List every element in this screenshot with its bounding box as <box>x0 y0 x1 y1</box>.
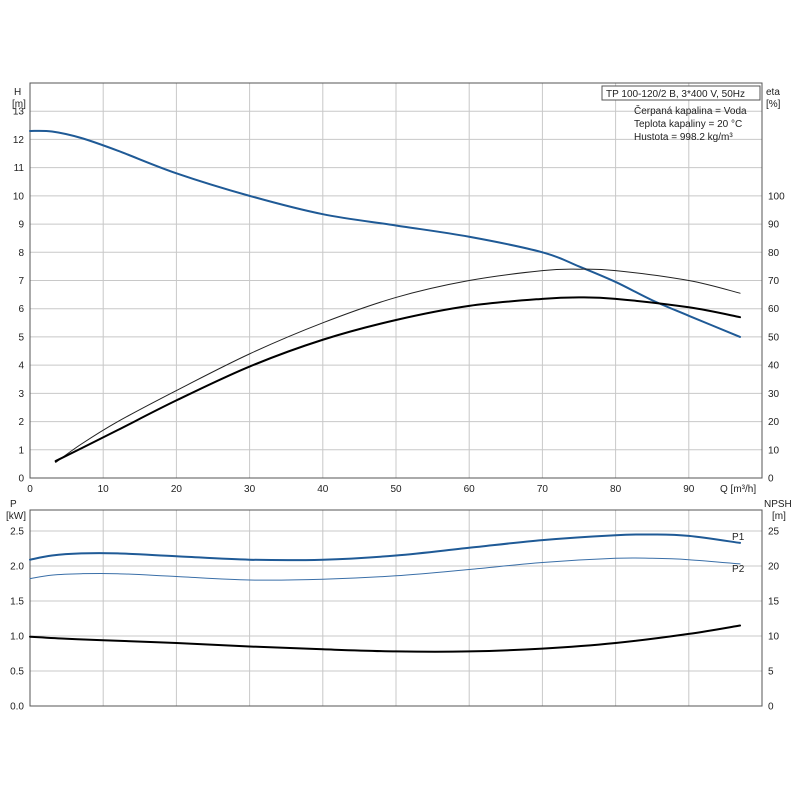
top-plot-frame <box>29 82 763 479</box>
bottom-series-line-1 <box>29 557 741 581</box>
series-label-p2: P2 <box>732 564 745 575</box>
x-tick-label: 10 <box>98 484 110 495</box>
bottom-series-line-2 <box>29 624 742 653</box>
top-left-tick-label: 0 <box>18 474 24 485</box>
bottom-right-tick-label: 15 <box>768 597 780 608</box>
bottom-right-tick-label: 10 <box>768 632 780 643</box>
top-right-tick-label: 10 <box>768 445 780 456</box>
top-right-tick-label: 20 <box>768 417 780 428</box>
x-tick-label: 50 <box>390 484 402 495</box>
top-left-tick-label: 7 <box>18 276 24 287</box>
bottom-left-tick-label: 1.5 <box>10 597 24 608</box>
top-left-tick-label: 5 <box>18 332 24 343</box>
npsh-axis-name: NPSH <box>764 499 792 510</box>
top-right-tick-label: 90 <box>768 220 780 231</box>
bottom-plot-frame <box>29 509 763 707</box>
top-right-tick-label: 50 <box>768 332 780 343</box>
eta-axis-unit: [%] <box>766 99 781 110</box>
top-left-tick-label: 4 <box>18 361 24 372</box>
x-tick-label: 20 <box>171 484 183 495</box>
bottom-right-tick-label: 20 <box>768 562 780 573</box>
top-right-tick-label: 40 <box>768 361 780 372</box>
bottom-left-tick-label: 2.0 <box>10 562 24 573</box>
bottom-right-tick-label: 5 <box>768 667 774 678</box>
top-left-tick-label: 10 <box>13 191 25 202</box>
liquid-text: Čerpaná kapalina = Voda <box>634 104 747 117</box>
top-left-tick-label: 12 <box>13 135 25 146</box>
top-left-tick-label: 1 <box>18 445 24 456</box>
npsh-axis-unit: [m] <box>772 511 786 522</box>
top-left-tick-label: 2 <box>18 417 24 428</box>
top-left-tick-label: 11 <box>14 163 25 174</box>
series-label-p1: P1 <box>732 532 745 543</box>
x-tick-label: 90 <box>683 484 695 495</box>
bottom-left-tick-label: 0.0 <box>10 702 24 713</box>
top-left-tick-label: 8 <box>18 248 24 259</box>
top-series-line-2 <box>54 296 742 463</box>
top-right-tick-label: 70 <box>768 276 780 287</box>
model-text: TP 100-120/2 B, 3*400 V, 50Hz <box>606 89 745 100</box>
p-axis-name: P <box>10 499 17 510</box>
density-text: Hustota = 998.2 kg/m³ <box>634 132 733 143</box>
bottom-right-tick-label: 0 <box>768 702 774 713</box>
top-series-line-1 <box>55 268 741 463</box>
top-left-tick-label: 9 <box>18 220 24 231</box>
x-tick-label: 80 <box>610 484 622 495</box>
model-box <box>601 85 761 101</box>
top-right-tick-label: 100 <box>768 191 785 202</box>
x-tick-label: 70 <box>537 484 549 495</box>
top-series-line-0 <box>29 129 742 338</box>
x-tick-label: 40 <box>317 484 329 495</box>
top-left-tick-label: 3 <box>18 389 24 400</box>
top-right-tick-label: 60 <box>768 304 780 315</box>
temperature-text: Teplota kapaliny = 20 °C <box>634 119 742 130</box>
bottom-left-tick-label: 2.5 <box>10 527 24 538</box>
head-efficiency-panel: 0123456789101112130102030405060708090100… <box>13 82 785 495</box>
x-tick-label: 0 <box>27 484 33 495</box>
top-right-tick-label: 0 <box>768 474 774 485</box>
top-left-tick-label: 13 <box>13 107 25 118</box>
power-npsh-panel: 0.0 0.5 1.0 1.5 2.0 2.5 0 5 10 15 20 25 P1 P2 <box>10 509 780 713</box>
bottom-series-line-0 <box>29 533 742 562</box>
bottom-right-tick-label: 25 <box>768 527 780 538</box>
x-tick-label: 30 <box>244 484 256 495</box>
p-axis-unit: [kW] <box>6 511 26 522</box>
top-left-tick-label: 6 <box>18 304 24 315</box>
h-axis-name: H <box>14 87 21 98</box>
bottom-left-tick-label: 0.5 <box>10 667 24 678</box>
top-right-tick-label: 80 <box>768 248 780 259</box>
top-right-tick-label: 30 <box>768 389 780 400</box>
h-axis-unit: [m] <box>12 99 26 110</box>
eta-axis-name: eta <box>766 87 780 98</box>
x-tick-label: 60 <box>464 484 476 495</box>
q-axis-label: Q [m³/h] <box>720 484 756 495</box>
bottom-left-tick-label: 1.0 <box>10 632 24 643</box>
